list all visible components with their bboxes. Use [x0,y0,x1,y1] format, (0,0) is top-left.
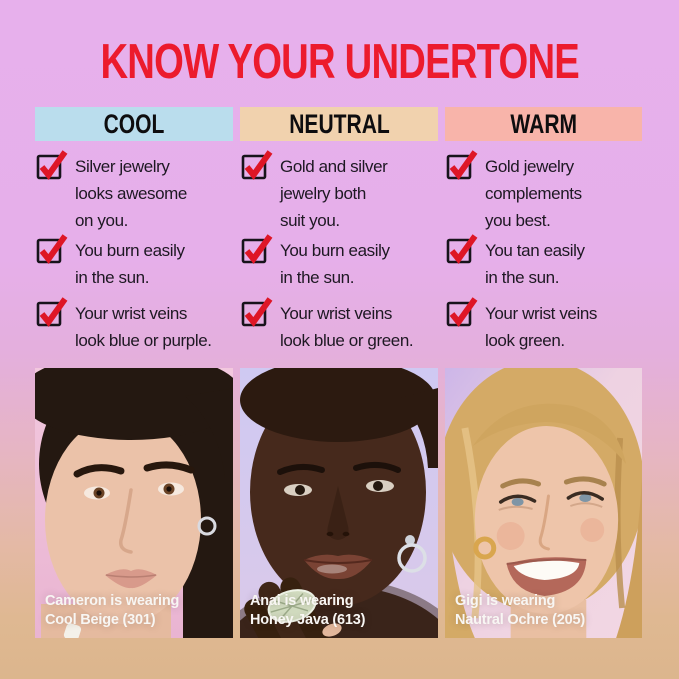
checked-checkbox-icon [445,146,479,182]
column-header-warm-label: WARM [510,108,577,139]
model-photo-cool: Cameron is wearing Cool Beige (301) [35,368,233,638]
column-header-neutral-label: NEUTRAL [288,108,390,139]
column-header-warm: WARM [445,107,642,141]
model-photo-cool-illustration [35,368,233,638]
column-cool: COOL Silver jewelry looks awesome on you… [35,0,233,679]
page-title: KNOW YOUR UNDERTONE [100,35,579,89]
check-item-text: Your wrist veins look blue or green. [280,304,414,350]
checked-checkbox-icon [445,293,479,329]
checked-checkbox-icon [35,146,69,182]
model-photo-neutral-illustration [240,368,438,638]
check-item-text: Your wrist veins look green. [485,304,598,350]
checked-checkbox-icon [240,293,274,329]
check-item-cool-2: You burn easily in the sun. [35,230,237,291]
checked-checkbox-icon [35,230,69,266]
column-neutral: NEUTRAL Gold and silver jewelry both sui… [240,0,438,679]
model-photo-neutral: Anai is wearing Honey Java (613) [240,368,438,638]
column-warm: WARM Gold jewelry complements you best. … [445,0,642,679]
model-photo-warm-illustration [445,368,642,638]
checked-checkbox-icon [240,146,274,182]
model-photo-warm: Gigi is wearing Nautral Ochre (205) [445,368,642,638]
checked-checkbox-icon [445,230,479,266]
photo-caption-warm: Gigi is wearing Nautral Ochre (205) [455,593,585,628]
check-item-text: You tan easily in the sun. [485,241,585,287]
check-item-warm-2: You tan easily in the sun. [445,230,647,291]
column-header-neutral: NEUTRAL [240,107,438,141]
photo-caption-neutral: Anai is wearing Honey Java (613) [250,593,366,628]
check-item-neutral-1: Gold and silver jewelry both suit you. [240,146,442,234]
check-item-neutral-2: You burn easily in the sun. [240,230,442,291]
check-item-text: Gold and silver jewelry both suit you. [280,157,388,230]
check-item-text: Your wrist veins look blue or purple. [75,304,212,350]
check-item-cool-1: Silver jewelry looks awesome on you. [35,146,237,234]
check-item-text: Silver jewelry looks awesome on you. [75,157,187,230]
check-item-cool-3: Your wrist veins look blue or purple. [35,293,237,354]
column-header-cool-label: COOL [103,108,165,139]
checked-checkbox-icon [240,230,274,266]
check-item-warm-1: Gold jewelry complements you best. [445,146,647,234]
page-title-wrap: KNOW YOUR UNDERTONE [0,34,679,90]
photo-caption-cool: Cameron is wearing Cool Beige (301) [45,593,180,628]
column-header-cool: COOL [35,107,233,141]
check-item-text: Gold jewelry complements you best. [485,157,582,230]
check-item-warm-3: Your wrist veins look green. [445,293,647,354]
check-item-neutral-3: Your wrist veins look blue or green. [240,293,442,354]
checked-checkbox-icon [35,293,69,329]
check-item-text: You burn easily in the sun. [280,241,390,287]
check-item-text: You burn easily in the sun. [75,241,185,287]
